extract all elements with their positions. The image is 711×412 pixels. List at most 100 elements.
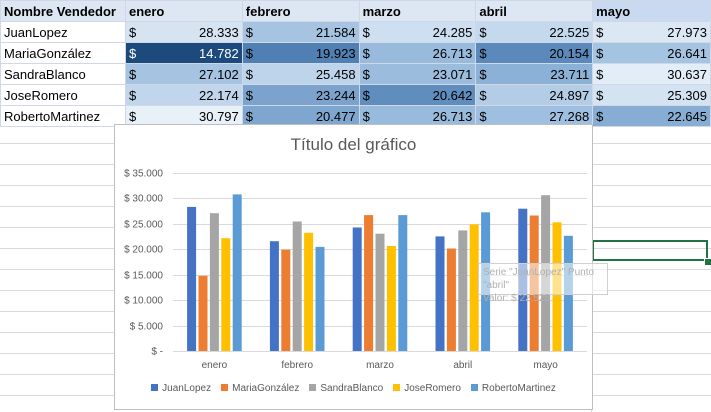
bar-MariaGonzález-abril[interactable]	[446, 248, 456, 352]
header-cell-month[interactable]: abril	[475, 0, 594, 22]
chart-legend[interactable]: JuanLopez MariaGonzález SandraBlanco JoseRo…	[115, 383, 592, 394]
value-cell[interactable]: $28.333	[124, 21, 243, 43]
currency-symbol: $	[479, 108, 487, 124]
value-cell[interactable]: $22.645	[592, 105, 711, 127]
bar-SandraBlanco-enero[interactable]	[209, 213, 219, 351]
value-cell[interactable]: $27.973	[592, 21, 711, 43]
cell-value: 20.642	[432, 87, 473, 103]
y-tick-label: $ 25.000	[124, 220, 163, 231]
legend-item[interactable]: SandraBlanco	[309, 383, 383, 394]
cell-value: 23.071	[432, 66, 473, 82]
legend-label: RobertoMartinez	[481, 383, 556, 394]
value-cell[interactable]: $20.154	[475, 42, 594, 64]
cell-value: 26.713	[432, 45, 473, 61]
currency-symbol: $	[128, 24, 137, 40]
value-cell[interactable]: $26.713	[358, 42, 477, 64]
cell-value: 22.525	[549, 24, 590, 40]
value-cell[interactable]: $27.102	[124, 63, 243, 85]
bar-SandraBlanco-febrero[interactable]	[292, 221, 302, 352]
fill-handle[interactable]	[704, 258, 711, 266]
bar-JoseRomero-febrero[interactable]	[304, 232, 314, 351]
currency-symbol: $	[479, 45, 487, 61]
bar-JuanLopez-febrero[interactable]	[269, 241, 279, 351]
currency-symbol: $	[596, 45, 604, 61]
value-cell[interactable]: $22.525	[475, 21, 594, 43]
bar-JuanLopez-enero[interactable]	[187, 206, 197, 351]
legend-item[interactable]: MariaGonzález	[221, 383, 299, 394]
seller-name-cell[interactable]: JoseRomero	[0, 84, 126, 106]
value-cell[interactable]: $30.637	[592, 63, 711, 85]
bar-RobertoMartinez-enero[interactable]	[232, 194, 242, 351]
value-cell[interactable]: $24.285	[358, 21, 477, 43]
legend-swatch	[393, 384, 401, 391]
value-cell[interactable]: $22.174	[124, 84, 243, 106]
bar-MariaGonzález-marzo[interactable]	[364, 215, 374, 351]
cell-value: 23.244	[315, 87, 356, 103]
currency-symbol: $	[128, 66, 137, 82]
value-cell[interactable]: $19.923	[241, 42, 360, 64]
value-cell[interactable]: $23.071	[358, 63, 477, 85]
cell-value: 20.154	[549, 45, 590, 61]
cell-value: 28.333	[199, 24, 239, 40]
currency-symbol: $	[479, 66, 487, 82]
bar-RobertoMartinez-febrero[interactable]	[315, 246, 325, 351]
value-cell[interactable]: $21.584	[241, 21, 360, 43]
value-cell[interactable]: $26.713	[358, 105, 477, 127]
bar-SandraBlanco-abril[interactable]	[458, 230, 468, 351]
bar-SandraBlanco-marzo[interactable]	[375, 233, 385, 351]
value-cell[interactable]: $23.244	[241, 84, 360, 106]
seller-name-cell[interactable]: SandraBlanco	[0, 63, 126, 85]
legend-label: SandraBlanco	[320, 383, 384, 394]
cell-value: 22.174	[199, 87, 239, 103]
bar-JoseRomero-abril[interactable]	[469, 224, 479, 351]
currency-symbol: $	[596, 87, 604, 103]
cell-value: 27.102	[199, 66, 239, 82]
bar-MariaGonzález-enero[interactable]	[198, 275, 208, 351]
currency-symbol: $	[362, 108, 370, 124]
x-tick-label: abril	[453, 360, 472, 371]
header-cell-month[interactable]: febrero	[241, 0, 360, 22]
cell-value: 20.477	[315, 108, 356, 124]
tooltip-line: Serie "JuanLopez" Punto "abril"	[483, 267, 595, 291]
cell-value: 25.458	[315, 66, 356, 82]
value-cell[interactable]: $24.897	[475, 84, 594, 106]
cell-value: 24.897	[549, 87, 590, 103]
value-cell[interactable]: $26.641	[592, 42, 711, 64]
header-cell-month[interactable]: mayo	[592, 0, 711, 22]
tooltip-line: Valor: $ 22.525	[483, 293, 551, 304]
currency-symbol: $	[245, 45, 253, 61]
cell-value: 26.641	[667, 45, 707, 61]
table-row: JoseRomero $22.174 $23.244 $20.642 $24.897 $2…	[0, 84, 711, 106]
value-cell[interactable]: $14.782	[124, 42, 243, 64]
chart-title[interactable]: Título del gráfico	[290, 135, 417, 154]
bar-JoseRomero-marzo[interactable]	[386, 246, 396, 351]
value-cell[interactable]: $23.711	[475, 63, 594, 85]
selected-cell[interactable]	[592, 240, 708, 261]
legend-item[interactable]: RobertoMartinez	[470, 383, 556, 394]
header-cell-name[interactable]: Nombre Vendedor	[0, 0, 126, 22]
bar-RobertoMartinez-marzo[interactable]	[398, 215, 408, 351]
bar-JoseRomero-enero[interactable]	[221, 238, 231, 351]
y-tick-label: $ -	[151, 347, 163, 358]
seller-name-cell[interactable]: JuanLopez	[0, 21, 126, 43]
cell-value: 30.637	[667, 66, 707, 82]
seller-name-cell[interactable]: RobertoMartinez	[0, 105, 126, 127]
currency-symbol: $	[128, 87, 137, 103]
x-tick-label: marzo	[366, 360, 394, 371]
seller-name-cell[interactable]: MariaGonzález	[0, 42, 126, 64]
legend-item[interactable]: JuanLopez	[151, 383, 211, 394]
value-cell[interactable]: $20.642	[358, 84, 477, 106]
table-header-row: Nombre Vendedor enero febrero marzo abri…	[0, 0, 711, 22]
value-cell[interactable]: $25.458	[241, 63, 360, 85]
bar-JuanLopez-abril[interactable]	[435, 236, 445, 351]
header-cell-month[interactable]: marzo	[358, 0, 477, 22]
cell-value: 26.713	[432, 108, 473, 124]
bar-JuanLopez-marzo[interactable]	[352, 227, 362, 352]
header-cell-month[interactable]: enero	[124, 0, 243, 22]
value-cell[interactable]: $25.309	[592, 84, 711, 106]
bar-MariaGonzález-febrero[interactable]	[281, 249, 291, 351]
y-tick-label: $ 35.000	[124, 169, 163, 180]
currency-symbol: $	[479, 24, 487, 40]
legend-item[interactable]: JoseRomero	[393, 383, 461, 394]
legend-label: JoseRomero	[404, 383, 461, 394]
